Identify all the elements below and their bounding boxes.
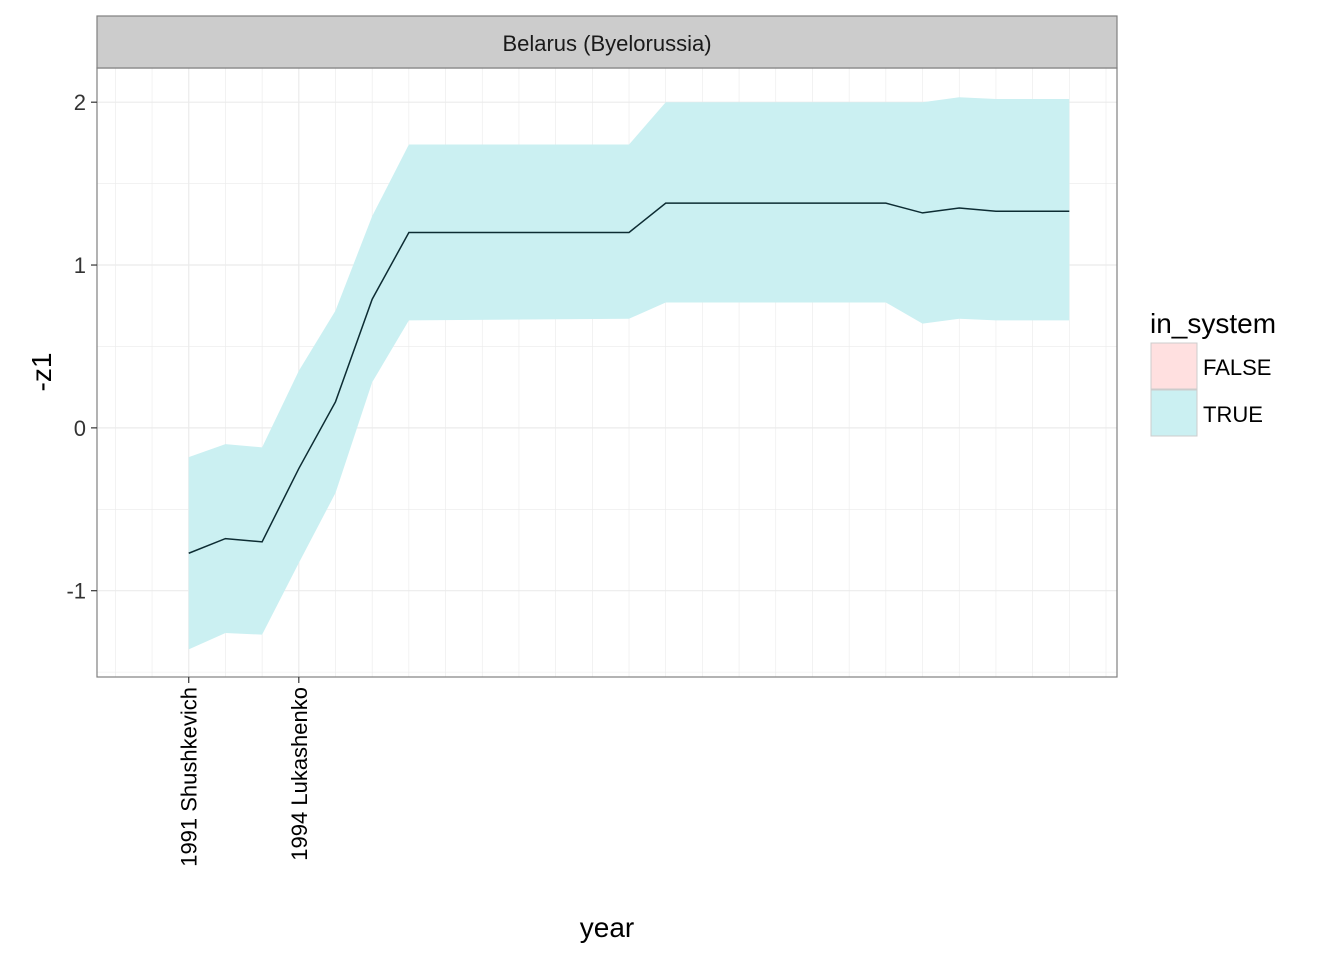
ribbon-layer (188, 97, 1070, 650)
legend-label: FALSE (1203, 355, 1271, 380)
x-axis-title: year (580, 912, 634, 943)
line-layer (188, 202, 1070, 554)
x-tick-label: 1991 Shushkevich (177, 687, 202, 867)
series-line-true (188, 202, 1070, 554)
legend-key-true (1150, 389, 1198, 437)
y-tick-label: 0 (74, 416, 86, 441)
y-tick-label: -1 (66, 579, 86, 604)
y-axis-title: -z1 (26, 353, 57, 392)
facet-strip (96, 15, 1118, 69)
legend: in_system FALSE TRUE (1150, 308, 1276, 437)
legend-label: TRUE (1203, 402, 1263, 427)
ribbon-true (188, 97, 1070, 650)
x-axis: 1991 Shushkevich 1994 Lukashenko (177, 677, 312, 867)
y-tick-label: 1 (74, 253, 86, 278)
legend-key-false (1150, 342, 1198, 390)
facet-title: Belarus (Byelorussia) (502, 31, 711, 56)
y-tick-label: 2 (74, 90, 86, 115)
legend-title: in_system (1150, 308, 1276, 339)
x-tick-label: 1994 Lukashenko (287, 687, 312, 861)
y-axis: -1 0 1 2 (66, 90, 97, 604)
